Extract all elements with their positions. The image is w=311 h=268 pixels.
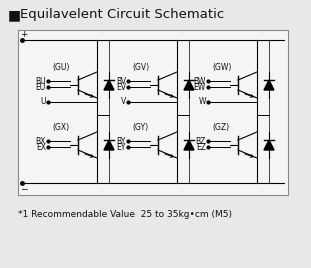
Polygon shape [104,80,114,90]
Text: (GZ): (GZ) [212,123,229,132]
Bar [18,30,288,195]
Text: BZ: BZ [196,136,206,146]
Text: (GW): (GW) [212,63,231,72]
Text: BU: BU [35,76,46,85]
Polygon shape [264,140,274,150]
Text: BW: BW [194,76,206,85]
Text: EX: EX [36,143,46,151]
Text: Equilavelent Circuit Schematic: Equilavelent Circuit Schematic [20,8,224,21]
Text: *1 Recommendable Value  25 to 35kg•cm (M5): *1 Recommendable Value 25 to 35kg•cm (M5… [18,210,232,219]
Text: BX: BX [36,136,46,146]
Polygon shape [264,80,274,90]
Text: U: U [40,98,46,106]
Text: W: W [198,98,206,106]
Text: EW: EW [194,83,206,91]
Text: V: V [121,98,126,106]
Text: BV: BV [116,76,126,85]
Text: EU: EU [36,83,46,91]
Polygon shape [104,140,114,150]
Text: (GV): (GV) [132,63,149,72]
Text: EV: EV [116,83,126,91]
Text: −: − [20,184,27,193]
Polygon shape [184,140,194,150]
Polygon shape [184,80,194,90]
Text: (GX): (GX) [52,123,69,132]
Text: EY: EY [117,143,126,151]
Text: (GU): (GU) [52,63,69,72]
Text: ■: ■ [8,8,21,22]
Text: BY: BY [117,136,126,146]
Text: (GY): (GY) [132,123,148,132]
Text: +: + [20,30,27,39]
Text: EZ: EZ [196,143,206,151]
